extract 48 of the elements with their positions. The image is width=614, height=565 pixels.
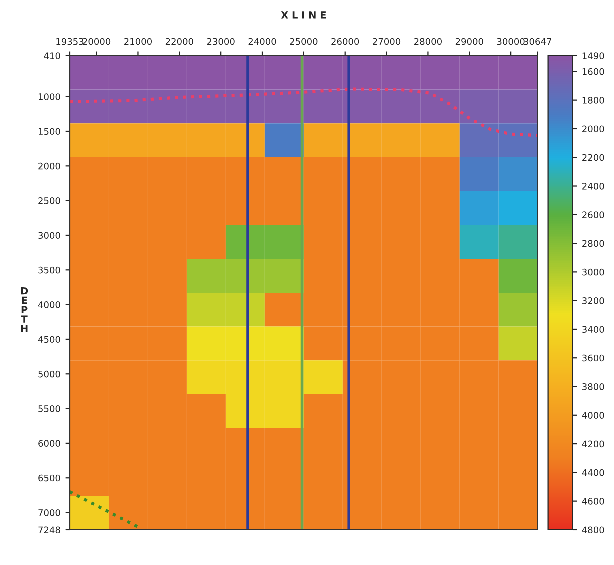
y-tick-label: 1500 [38, 128, 60, 136]
color-bar-label: 2800 [582, 240, 604, 248]
x-tick-label: 29000 [456, 38, 484, 46]
x-tick-label: 22000 [166, 38, 194, 46]
color-bar-label: 2000 [582, 126, 604, 133]
y-tick-label: 3000 [38, 232, 60, 240]
chart-title: X L I N E [281, 12, 326, 19]
x-tick-label: 26000 [332, 38, 360, 46]
y-axis-title: D E P T H [21, 288, 28, 332]
x-tick-label: 24000 [248, 38, 276, 46]
color-bar-label: 4800 [582, 526, 604, 534]
y-tick-label: 4000 [38, 302, 60, 308]
color-bar-label: 4000 [582, 412, 604, 419]
color-bar-label: 3600 [582, 354, 604, 362]
y-tick-label: 7000 [38, 510, 60, 516]
color-bar-label: 4600 [582, 498, 604, 505]
color-bar-label: 3200 [582, 298, 604, 304]
x-tick-label: 30000 [497, 38, 525, 46]
y-tick-label: 7248 [38, 526, 60, 534]
color-bar-label: 3800 [582, 383, 604, 390]
y-tick-label: 5500 [38, 406, 60, 412]
y-tick-label: 1000 [38, 94, 60, 100]
y-tick-label: 3500 [38, 266, 60, 274]
y-tick-label: 5000 [38, 370, 60, 378]
x-tick-label: 25000 [290, 38, 318, 46]
y-tick-label: 410 [44, 52, 60, 60]
x-tick-label: 28000 [414, 38, 442, 46]
color-bar-label: 3000 [582, 268, 604, 276]
color-bar-label: 1600 [582, 68, 604, 76]
color-bar-label: 2400 [582, 182, 604, 190]
y-tick-label: 2500 [38, 198, 60, 204]
x-tick-label: 20000 [83, 38, 111, 46]
color-bar-label: 4400 [582, 469, 604, 476]
x-tick-label: 21000 [124, 38, 152, 46]
y-tick-label: 2000 [38, 162, 60, 170]
color-bar-label: 4200 [582, 440, 604, 448]
y-tick-label: 6500 [38, 474, 60, 482]
x-tick-label: 30647 [524, 38, 552, 46]
color-bar-label: 1800 [582, 97, 604, 104]
x-tick-label: 23000 [207, 38, 235, 46]
y-tick-label: 4500 [38, 336, 60, 344]
x-tick-label: 27000 [373, 38, 401, 46]
x-tick-label: 19353 [56, 38, 84, 46]
color-bar-label: 1490 [582, 52, 604, 60]
color-bar-label: 3400 [582, 326, 604, 334]
color-bar-label: 2200 [582, 154, 604, 162]
y-tick-label: 6000 [38, 440, 60, 448]
color-bar-label: 2600 [582, 212, 604, 218]
